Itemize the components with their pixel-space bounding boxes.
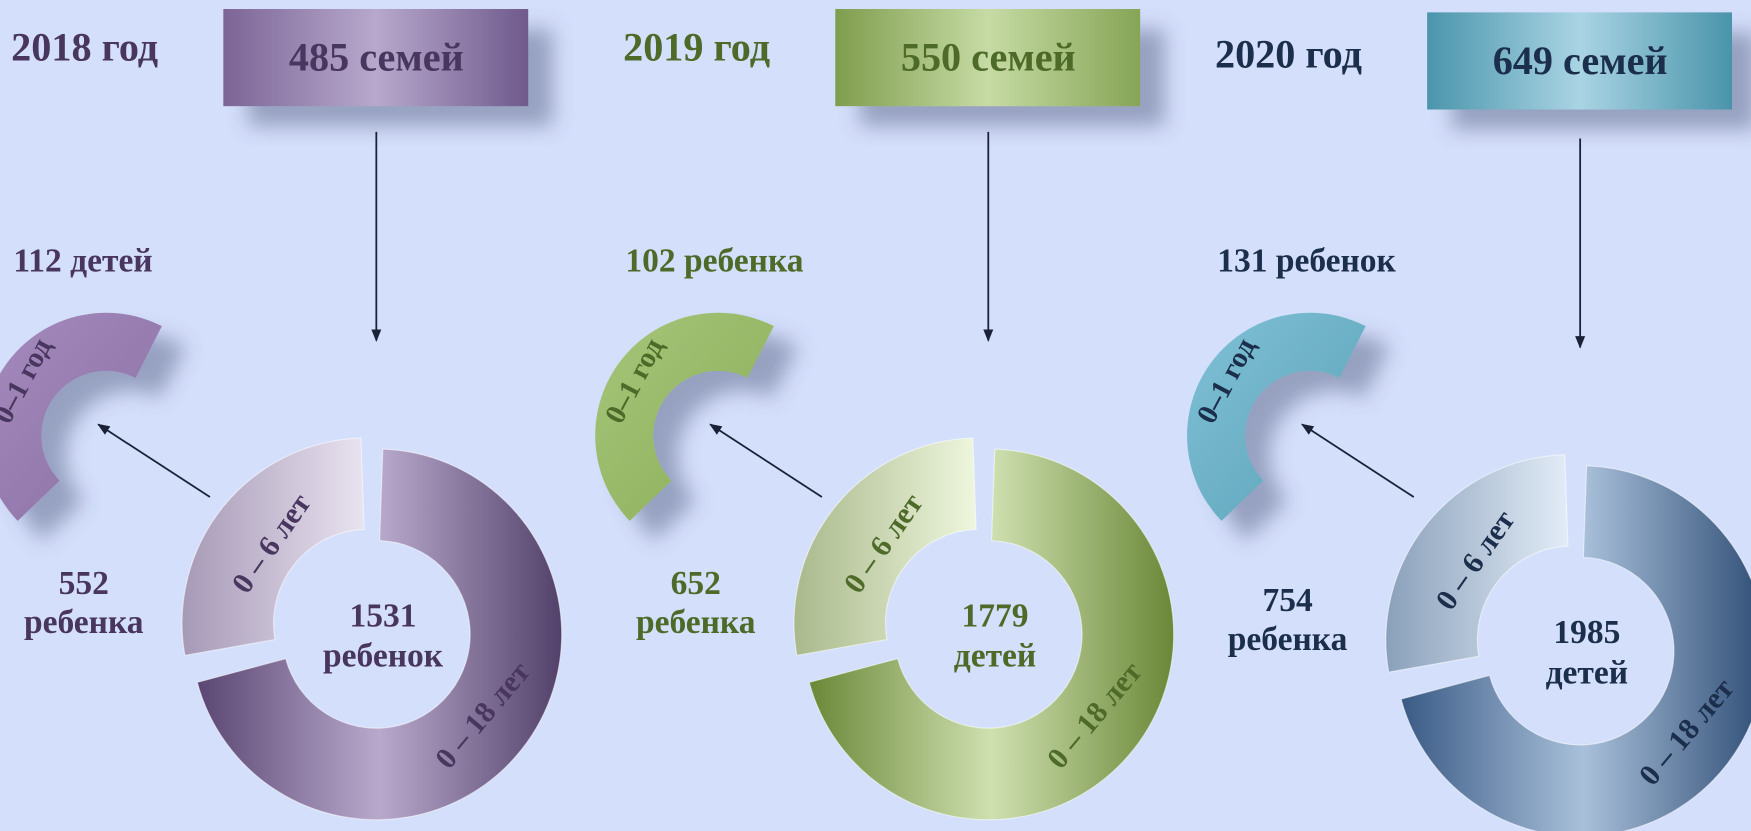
preschool-segment — [181, 437, 365, 657]
families: 485 семей — [289, 35, 464, 80]
all-segment — [808, 448, 1175, 821]
year: 2018 год — [11, 25, 158, 70]
families-box — [835, 9, 1141, 107]
year: 2020 год — [1215, 31, 1362, 76]
infants-arc — [0, 312, 162, 521]
infants-arc — [595, 312, 774, 521]
all-segment — [1400, 465, 1751, 831]
infants-count: 131 ребенок — [1217, 242, 1396, 279]
total: детей — [954, 638, 1036, 675]
infants-arc — [1187, 312, 1366, 521]
total: 1531 — [350, 597, 417, 634]
preschool-count: 652 — [671, 565, 721, 602]
preschool-count: 754 — [1262, 582, 1313, 619]
total: 1985 — [1553, 614, 1620, 651]
all-segment — [196, 448, 563, 821]
total: ребенок — [323, 638, 444, 675]
families-box — [223, 9, 529, 107]
total: 1779 — [961, 597, 1028, 634]
preschool-count: ребенка — [1228, 621, 1348, 658]
preschool-segment — [793, 437, 977, 657]
families: 550 семей — [901, 35, 1076, 80]
preschool-segment — [1385, 454, 1569, 673]
year: 2019 год — [623, 25, 770, 70]
preschool-count: 552 — [59, 565, 109, 602]
preschool-count: ребенка — [24, 604, 144, 641]
preschool-count: ребенка — [636, 604, 756, 641]
arrow — [1301, 423, 1415, 498]
infants-count: 112 детей — [13, 242, 152, 279]
total: детей — [1546, 654, 1628, 691]
infants-count: 102 ребенка — [625, 242, 803, 279]
families: 649 семей — [1493, 38, 1668, 83]
arrow — [97, 423, 211, 498]
arrow — [709, 423, 823, 498]
families-box — [1427, 12, 1733, 110]
